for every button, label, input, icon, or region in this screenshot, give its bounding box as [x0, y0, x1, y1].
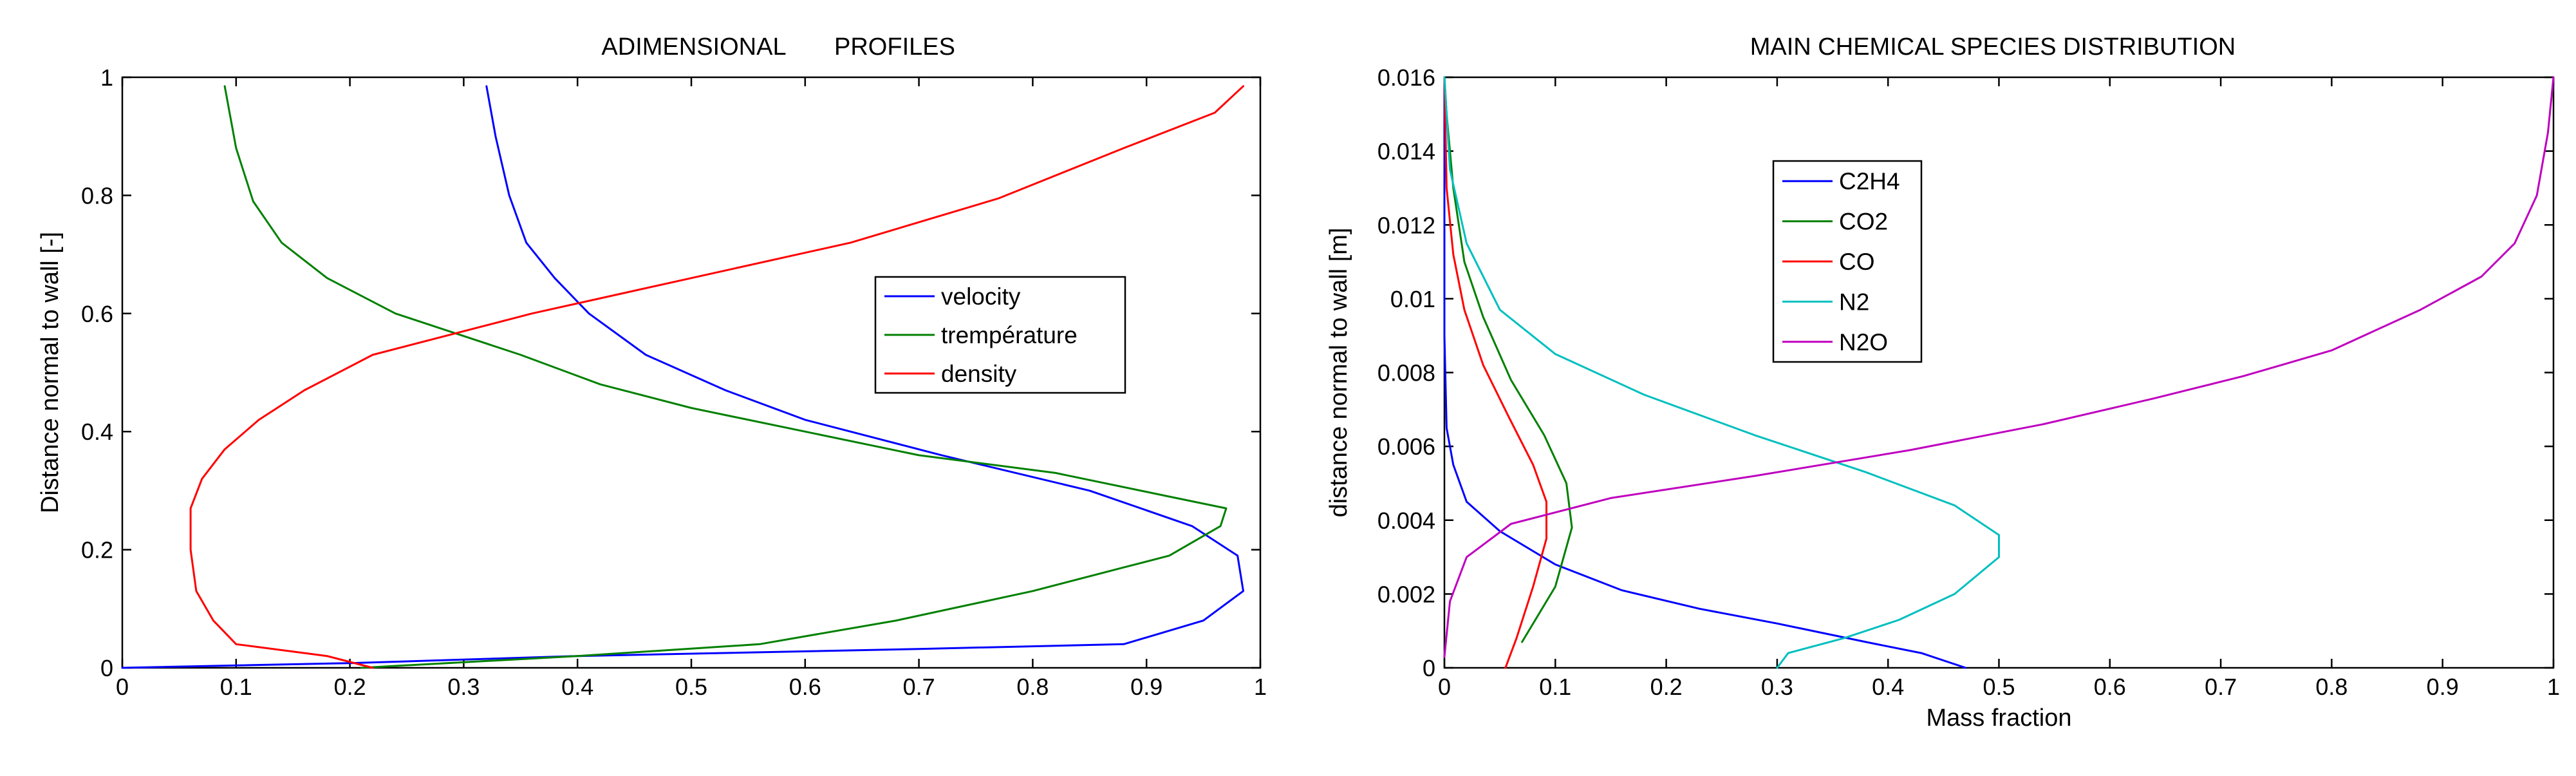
y-tick-label: 0.006	[1377, 433, 1435, 460]
x-tick-label: 0.1	[1539, 674, 1571, 700]
y-tick-label: 0.008	[1377, 360, 1435, 386]
x-tick-label: 0.5	[675, 674, 707, 700]
legend-label: N2	[1839, 289, 1869, 315]
x-tick-label: 0.8	[1016, 674, 1049, 700]
legend-label: density	[941, 361, 1017, 387]
legend-label: velocity	[941, 283, 1021, 310]
y-tick-label: 0.8	[81, 182, 113, 209]
series-line-n2	[1443, 76, 2000, 669]
legend-label: N2O	[1839, 329, 1888, 355]
y-axis-label: distance normal to wall [m]	[1325, 228, 1352, 518]
x-tick-label: 0.4	[1872, 674, 1904, 700]
series-line-n2o	[1443, 76, 2555, 658]
y-tick-label: 0.6	[81, 301, 113, 327]
series-line-co	[1443, 76, 1547, 669]
y-tick-label: 0.012	[1377, 212, 1435, 238]
x-tick-label: 0.8	[2315, 674, 2347, 700]
y-tick-label: 1	[100, 64, 113, 91]
y-axis-label: Distance normal to wall [-]	[37, 232, 64, 513]
x-tick-label: 0	[116, 674, 129, 700]
x-tick-label: 0.5	[1983, 674, 2015, 700]
y-tick-label: 0.004	[1377, 507, 1435, 534]
x-tick-label: 0.3	[1761, 674, 1793, 700]
x-tick-label: 0.7	[903, 674, 935, 700]
y-tick-label: 0	[1423, 655, 1435, 681]
legend-label: C2H4	[1839, 168, 1900, 194]
series-line-velocity	[121, 85, 1244, 669]
x-tick-label: 0.2	[334, 674, 366, 700]
chart-2: MAIN CHEMICAL SPECIES DISTRIBUTION 0 0.1 0.…	[1325, 33, 2560, 732]
x-axis-label: Mass fraction	[1927, 705, 2072, 732]
legend: velocity trempérature density	[874, 276, 1126, 394]
y-tick-label: 0	[100, 655, 113, 681]
series-line-c2h4	[1443, 76, 1967, 669]
y-tick-label: 0.4	[81, 419, 113, 445]
x-tick-label: 0.4	[561, 674, 593, 700]
chart-1: ADIMENSIONAL PROFILES 0 0.1 0.2 0.3 0.4 0.5 0.6 0…	[37, 33, 1267, 700]
series-line-trempérature	[223, 85, 1227, 669]
chart-title-part: ADIMENSIONAL	[601, 33, 786, 61]
legend-label: CO	[1839, 249, 1875, 275]
series-line-co2	[1443, 76, 1573, 643]
x-tick-label: 0.3	[447, 674, 480, 700]
x-tick-label: 0.7	[2205, 674, 2237, 700]
x-tick-label: 1	[2547, 674, 2560, 700]
x-tick-label: 0.9	[1130, 674, 1162, 700]
y-tick-label: 0.01	[1390, 286, 1435, 312]
legend-label: CO2	[1839, 209, 1888, 235]
legend: C2H4 CO2 CO N2 N2O	[1772, 160, 1923, 363]
chart-title-part: PROFILES	[834, 33, 955, 61]
x-tick-label: 0.9	[2427, 674, 2459, 700]
series-line-density	[189, 85, 1244, 669]
x-tick-label: 0.6	[2094, 674, 2126, 700]
plot-area-frame	[1443, 76, 2555, 669]
legend-label: trempérature	[941, 322, 1078, 348]
y-tick-label: 0.016	[1377, 64, 1435, 91]
x-tick-label: 0.6	[789, 674, 821, 700]
y-tick-label: 0.002	[1377, 581, 1435, 607]
chart-title: MAIN CHEMICAL SPECIES DISTRIBUTION	[1750, 33, 2235, 61]
x-tick-label: 0.2	[1650, 674, 1683, 700]
x-tick-label: 0	[1438, 674, 1451, 700]
x-tick-label: 1	[1254, 674, 1267, 700]
y-tick-label: 0.2	[81, 537, 113, 563]
x-tick-label: 0.1	[220, 674, 252, 700]
y-tick-label: 0.014	[1377, 138, 1435, 165]
